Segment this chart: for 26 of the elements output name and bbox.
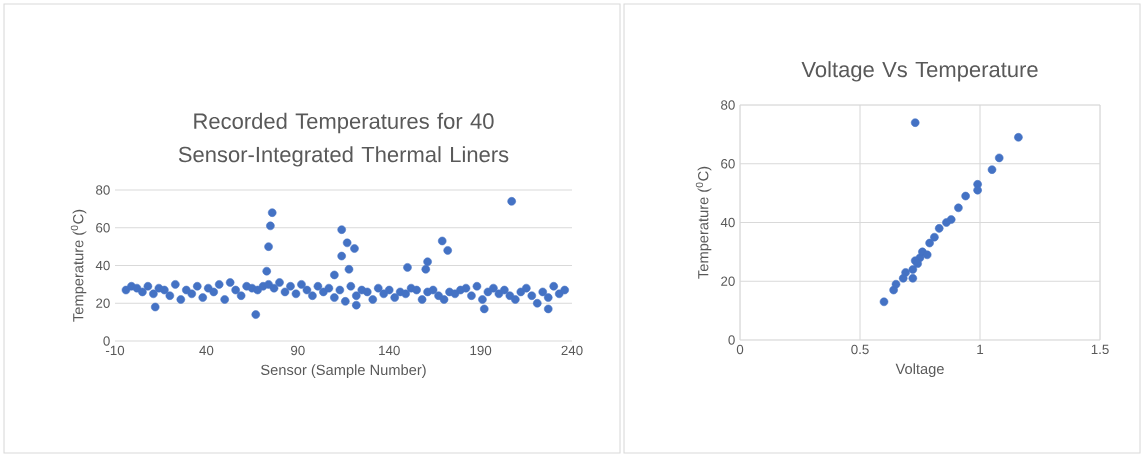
- x-tick-label: 240: [561, 345, 583, 356]
- x-axis-title: Sensor (Sample Number): [261, 364, 426, 378]
- y-tick-label: 0: [728, 335, 735, 345]
- x-tick-label: 0: [736, 344, 744, 355]
- y-axis-title: Temperature ($^{0}$C): [695, 166, 712, 279]
- y-tick-label: 20: [96, 298, 110, 308]
- y-axis-title: Temperature ($^{0}$C): [70, 209, 87, 322]
- chart-title: Voltage Vs Temperature: [801, 61, 1038, 82]
- x-axis-title: Voltage: [895, 363, 944, 377]
- x-tick-label: -10: [105, 345, 125, 356]
- x-tick-label: 140: [379, 345, 400, 356]
- y-tick-label: 60: [721, 159, 735, 169]
- x-tick-label: 1.5: [1091, 344, 1109, 355]
- y-tick-label: 0: [103, 336, 110, 346]
- y-tick-label: 20: [721, 276, 735, 286]
- x-tick-label: 90: [291, 345, 305, 356]
- x-tick-label: 40: [199, 345, 214, 356]
- y-tick-label: 40: [95, 260, 110, 271]
- x-tick-label: 190: [470, 345, 492, 356]
- y-tick-label: 80: [721, 100, 735, 110]
- chart-title: Recorded Temperatures for 40 Sensor-Integrated Thermal Liners: [178, 112, 509, 167]
- y-tick-label: 40: [720, 217, 735, 228]
- x-tick-label: 1: [977, 344, 984, 354]
- x-tick-label: 0.5: [851, 344, 869, 355]
- y-tick-label: 80: [96, 185, 110, 195]
- y-tick-label: 60: [96, 223, 110, 233]
